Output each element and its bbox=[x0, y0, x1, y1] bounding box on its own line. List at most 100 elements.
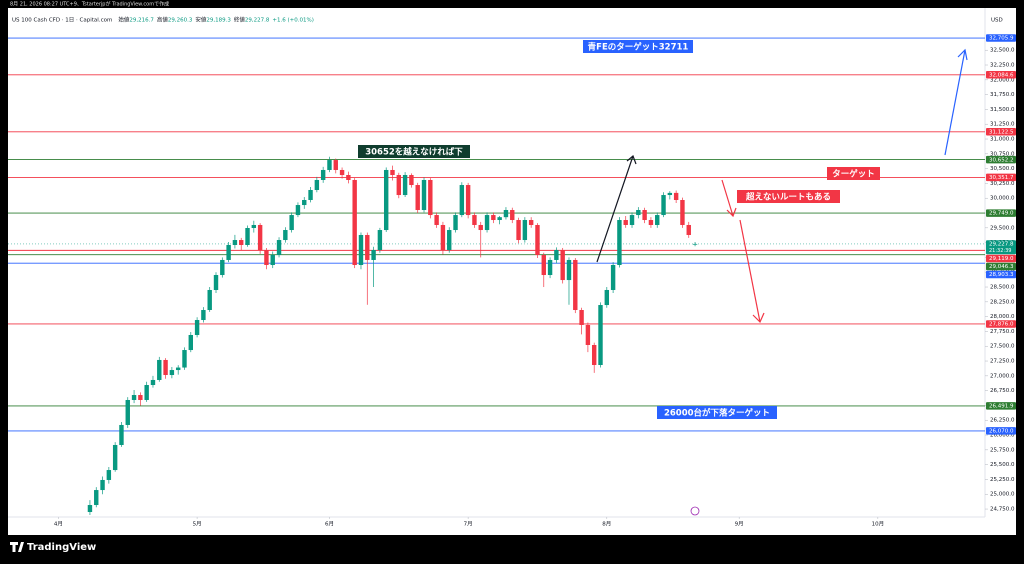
change: +1.6 (+0.01%) bbox=[272, 18, 313, 24]
candle-body bbox=[573, 259, 578, 311]
candle-body bbox=[673, 192, 679, 200]
price-tag: 29,046.3 bbox=[989, 264, 1014, 270]
candle-body bbox=[686, 224, 691, 235]
x-tick-label: 7月 bbox=[464, 521, 473, 528]
logo-icon bbox=[10, 542, 24, 552]
annotation: ターゲット bbox=[832, 169, 875, 180]
x-tick-label: 4月 bbox=[54, 521, 63, 528]
candle-body bbox=[377, 230, 383, 251]
currency: USD bbox=[991, 18, 1003, 24]
candle-body bbox=[617, 220, 622, 266]
candle-body bbox=[213, 275, 219, 290]
price-tag-bg bbox=[986, 320, 1016, 328]
levels bbox=[8, 37, 985, 432]
event-icon[interactable] bbox=[690, 506, 700, 516]
price-tag-bg bbox=[986, 254, 1016, 263]
candle-body bbox=[680, 200, 685, 225]
candles bbox=[87, 156, 698, 515]
candle-body bbox=[390, 169, 395, 176]
chart-title: US 100 Cash CFD · 1日 · Capital.com bbox=[12, 17, 112, 24]
candle-body bbox=[295, 205, 301, 216]
y-tick-label: 28,000.0 bbox=[990, 314, 1015, 320]
candle-body bbox=[226, 244, 231, 260]
y-tick-label: 27,000.0 bbox=[990, 373, 1015, 379]
candle-body bbox=[623, 220, 628, 225]
candle-body bbox=[497, 217, 502, 221]
price-tag-bg bbox=[986, 402, 1016, 410]
ohlc-label: 安値 bbox=[195, 16, 207, 24]
y-tick-label: 25,750.0 bbox=[990, 447, 1015, 453]
annotation: 青FEのターゲット32711 bbox=[588, 42, 689, 53]
candle-body bbox=[131, 395, 137, 400]
ohlc-value: 29,260.3 bbox=[168, 18, 193, 24]
y-tick-label: 32,250.0 bbox=[990, 63, 1015, 69]
candle-body bbox=[251, 224, 257, 229]
candle-body bbox=[585, 324, 591, 345]
y-tick-label: 32,000.0 bbox=[990, 77, 1015, 83]
price-tag-bg bbox=[986, 173, 1016, 182]
candle-body bbox=[566, 259, 572, 281]
candle-body bbox=[365, 234, 370, 260]
candle-body bbox=[667, 192, 673, 196]
chart-area bbox=[8, 8, 1016, 535]
candle-body bbox=[333, 160, 338, 170]
candle-body bbox=[264, 250, 269, 266]
arrow-head bbox=[626, 154, 637, 165]
candle-body bbox=[447, 230, 452, 251]
price-tags: 32,705.9 32,084.6 31,122.5 30,652.2 30,351.7… bbox=[986, 34, 1016, 435]
candle-body bbox=[163, 359, 168, 376]
candle-body bbox=[402, 175, 408, 196]
annotation-box bbox=[657, 406, 777, 419]
price-tag-bg bbox=[986, 71, 1016, 79]
y-tick-label: 25,000.0 bbox=[990, 492, 1015, 498]
candle-body bbox=[421, 179, 427, 211]
y-tick-label: 27,750.0 bbox=[990, 329, 1015, 335]
y-tick-label: 26,750.0 bbox=[990, 388, 1015, 394]
candle-body bbox=[94, 490, 99, 506]
price-tag-bg bbox=[986, 34, 1016, 42]
arrow bbox=[944, 49, 966, 156]
price-tag: 28,903.3 bbox=[989, 272, 1014, 278]
candle-body bbox=[434, 215, 439, 225]
y-tick-label: 25,250.0 bbox=[990, 477, 1015, 483]
candle-body bbox=[629, 215, 635, 225]
candle-body bbox=[144, 385, 149, 400]
candle-body bbox=[415, 185, 420, 211]
price-tag-bg bbox=[986, 262, 1016, 271]
candle-body bbox=[428, 179, 433, 216]
brand-logo: TradingView bbox=[10, 542, 96, 553]
candle-body bbox=[547, 259, 553, 276]
candle-body bbox=[308, 189, 313, 200]
candle-body bbox=[257, 224, 263, 251]
candle-body bbox=[560, 250, 565, 281]
candle-body bbox=[661, 195, 666, 216]
candle-body bbox=[535, 224, 540, 256]
candle-body bbox=[510, 210, 515, 221]
candle-body bbox=[232, 240, 238, 245]
price-tag-bg bbox=[986, 240, 1016, 255]
y-tick-label: 26,250.0 bbox=[990, 418, 1015, 424]
candle-body bbox=[472, 215, 477, 225]
y-tick-label: 31,500.0 bbox=[990, 107, 1015, 113]
candle-body bbox=[642, 210, 647, 221]
ohlc-label: 始値 bbox=[118, 16, 130, 24]
candle-body bbox=[396, 175, 402, 196]
candle-body bbox=[289, 215, 294, 231]
candle-body bbox=[692, 243, 698, 245]
candle-body bbox=[283, 230, 288, 241]
price-tag-bg bbox=[986, 427, 1016, 435]
candle-body bbox=[610, 265, 616, 290]
candle-body bbox=[440, 224, 446, 251]
arrow-head bbox=[752, 312, 765, 324]
candle-body bbox=[100, 479, 105, 491]
candle-body bbox=[371, 250, 376, 260]
y-tick-label: 28,250.0 bbox=[990, 299, 1015, 305]
candle-body bbox=[491, 215, 496, 221]
price-tag-bg bbox=[986, 128, 1016, 136]
credit: 8月 21, 2026 08:27 UTC+9、Tstarterjpが Trad… bbox=[10, 1, 169, 8]
y-tick-label: 25,500.0 bbox=[990, 462, 1015, 468]
ohlc-value: 29,227.8 bbox=[245, 18, 270, 24]
candle-body bbox=[604, 289, 610, 306]
x-tick-label: 9月 bbox=[735, 521, 744, 528]
